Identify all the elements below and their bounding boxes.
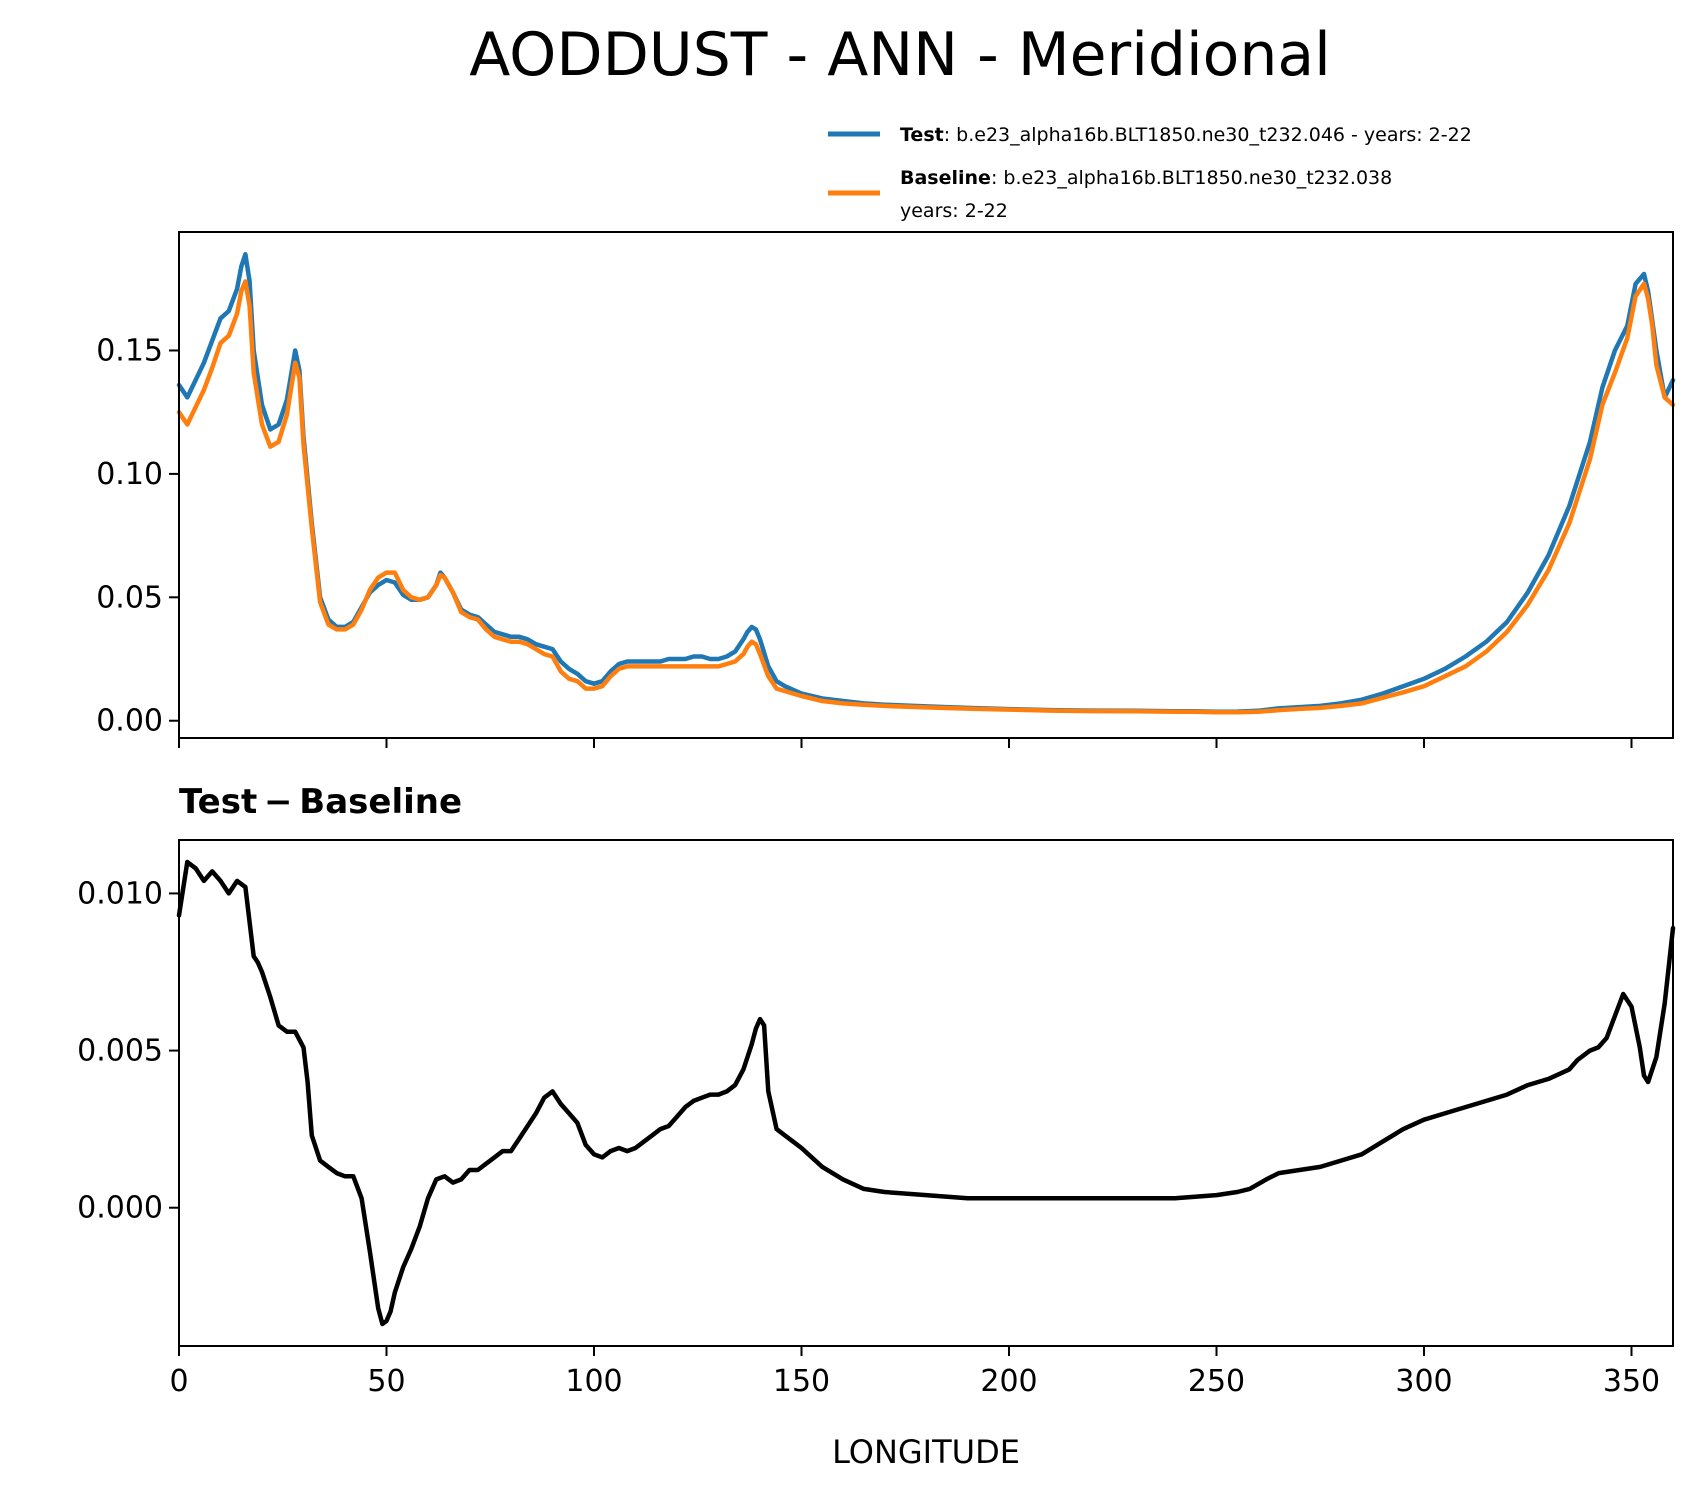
bottom-y-tick-label: 0.000 — [77, 1191, 163, 1226]
legend-text-baseline-line2: years: 2-22 — [900, 200, 1008, 222]
bottom-series-group — [176, 859, 1676, 1327]
subplot-title: Test − Baseline — [179, 782, 462, 822]
top-panel-frame — [178, 231, 1674, 739]
bottom-x-tick-label: 300 — [1395, 1364, 1452, 1399]
series-line-baseline — [176, 279, 1676, 715]
bottom-x-tick-label: 350 — [1603, 1364, 1660, 1399]
bottom-panel-frame — [178, 839, 1674, 1347]
legend-text-test: : b.e23_alpha16b.BLT1850.ne30_t232.046 -… — [944, 124, 1472, 146]
legend-key-baseline: Baseline — [900, 167, 991, 189]
top-y-tick-label: 0.15 — [96, 333, 163, 368]
legend-entry-test: Test: b.e23_alpha16b.BLT1850.ne30_t232.0… — [900, 124, 1472, 146]
bottom-panel: 0.000 0.005 0.010 0 50 100 150 200 250 300 350 — [77, 839, 1676, 1399]
series-line-difference — [176, 859, 1676, 1327]
legend: Test: b.e23_alpha16b.BLT1850.ne30_t232.0… — [828, 124, 1472, 222]
top-y-tick-label: 0.10 — [96, 457, 163, 492]
top-series-group — [176, 251, 1676, 715]
legend-entry-baseline: Baseline: b.e23_alpha16b.BLT1850.ne30_t2… — [900, 167, 1392, 189]
top-y-tick-label: 0.00 — [96, 704, 163, 739]
legend-text-baseline: : b.e23_alpha16b.BLT1850.ne30_t232.038 — [991, 167, 1392, 189]
bottom-x-tick-label: 0 — [169, 1364, 188, 1399]
top-panel: 0.00 0.05 0.10 0.15 — [96, 231, 1676, 748]
x-axis-label: LONGITUDE — [832, 1433, 1020, 1471]
bottom-x-tick-label: 150 — [773, 1364, 830, 1399]
bottom-axes: 0.000 0.005 0.010 0 50 100 150 200 250 300 350 — [77, 876, 1660, 1399]
legend-key-test: Test — [900, 124, 944, 146]
bottom-x-tick-label: 200 — [980, 1364, 1037, 1399]
bottom-x-tick-label: 100 — [565, 1364, 622, 1399]
bottom-y-tick-label: 0.010 — [77, 876, 163, 911]
bottom-y-tick-label: 0.005 — [77, 1034, 163, 1069]
top-y-tick-label: 0.05 — [96, 580, 163, 615]
bottom-x-tick-label: 250 — [1188, 1364, 1245, 1399]
chart-title: AODDUST - ANN - Meridional — [469, 20, 1331, 90]
bottom-x-tick-label: 50 — [367, 1364, 405, 1399]
top-axes: 0.00 0.05 0.10 0.15 — [96, 333, 1633, 748]
